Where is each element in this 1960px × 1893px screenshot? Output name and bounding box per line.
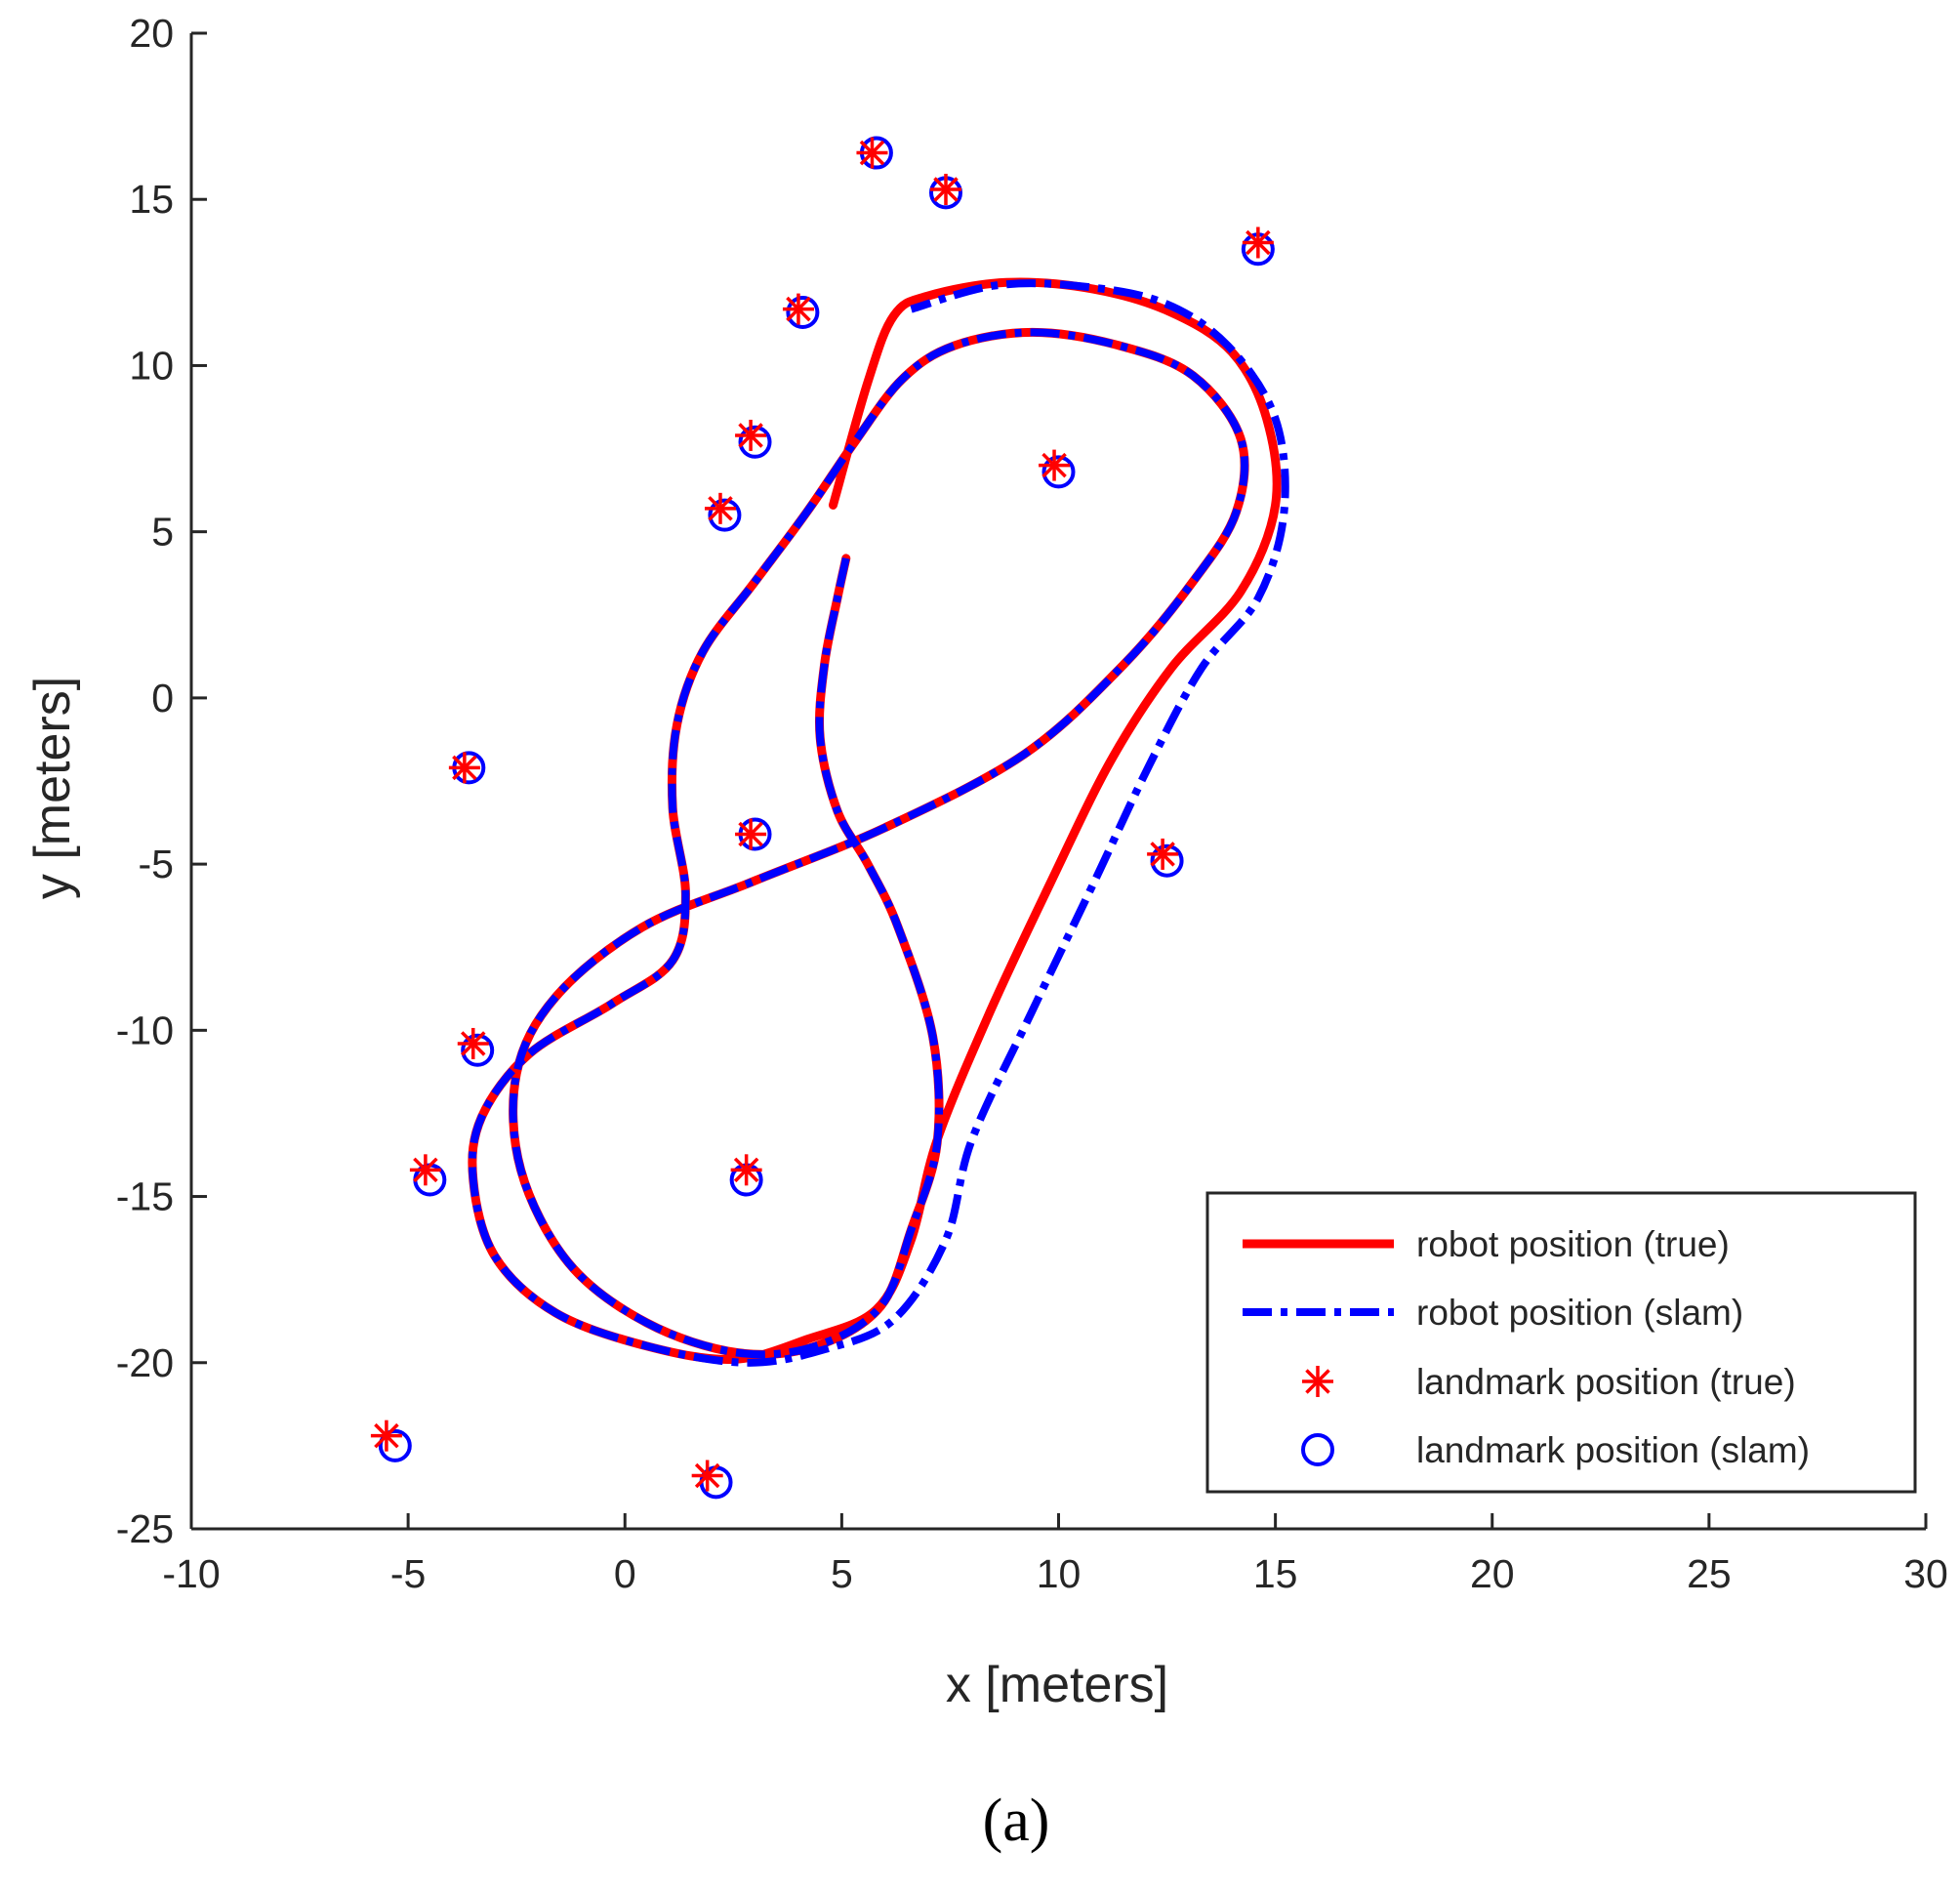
y-tick-label: 20 [129,11,174,56]
legend-label-slam-path: robot position (slam) [1416,1293,1743,1333]
landmark-true-marker [409,1154,441,1186]
x-tick-label: 25 [1687,1551,1732,1596]
y-tick-label: 10 [129,343,174,388]
landmark-true-marker [782,293,814,325]
landmark-true-marker [457,1027,489,1059]
y-axis-title: y [meters] [24,677,81,899]
legend-star-glyph [1302,1366,1333,1397]
y-tick-label: 0 [151,676,174,720]
y-tick-label: -20 [116,1340,174,1385]
marker-layer [370,136,1275,1500]
landmark-slam-marker [1150,844,1184,878]
figure-caption: (a) [983,1788,1050,1854]
landmark-true-marker [691,1460,723,1492]
landmark-true-marker [1147,838,1179,870]
landmark-true-marker [448,752,480,784]
legend: robot position (true) robot position (sl… [1205,1191,1917,1494]
series-layer [468,277,1289,1367]
landmark-slam-marker [461,1033,495,1067]
x-ticks: -10 -5 0 5 10 15 20 25 30 [162,1513,1948,1596]
landmark-slam-marker [738,425,772,459]
y-tick-label: -15 [116,1174,174,1219]
x-axis-title: x [meters] [946,1657,1168,1713]
landmark-true-marker [1242,226,1274,259]
landmark-true-marker [730,1154,762,1186]
x-tick-label: -10 [162,1551,220,1596]
x-tick-label: 15 [1253,1551,1298,1596]
y-tick-label: -10 [116,1008,174,1052]
robot-path-slam-line [468,279,1289,1367]
landmark-slam-marker [786,295,820,329]
landmark-slam-marker [1041,455,1076,489]
landmark-slam-marker [378,1428,412,1462]
x-tick-label: 30 [1903,1551,1948,1596]
legend-label-slam-landmark: landmark position (slam) [1416,1430,1810,1470]
y-tick-label: -25 [116,1506,174,1551]
landmark-true-marker [735,419,767,451]
landmark-true-marker [704,492,736,524]
y-tick-label: 5 [151,510,174,555]
y-tick-label: -5 [139,842,174,886]
x-tick-label: 5 [831,1551,853,1596]
x-tick-label: -5 [390,1551,426,1596]
legend-star-marker [1302,1366,1333,1397]
landmark-true-marker [929,174,961,206]
y-tick-label: 15 [129,177,174,222]
landmark-true-marker [370,1420,402,1452]
landmark-true-marker [735,818,767,850]
x-tick-label: 10 [1037,1551,1082,1596]
landmark-true-marker [1039,449,1071,481]
landmark-slam-marker [708,498,742,532]
legend-label-true-landmark: landmark position (true) [1416,1362,1796,1402]
landmark-true-marker [856,137,888,169]
y-ticks: 20 15 10 5 0 -5 -10 -15 -20 -25 [116,11,207,1551]
legend-circle-marker [1301,1433,1334,1466]
x-tick-label: 0 [614,1551,636,1596]
legend-label-true-path: robot position (true) [1416,1224,1730,1264]
x-tick-label: 20 [1470,1551,1515,1596]
